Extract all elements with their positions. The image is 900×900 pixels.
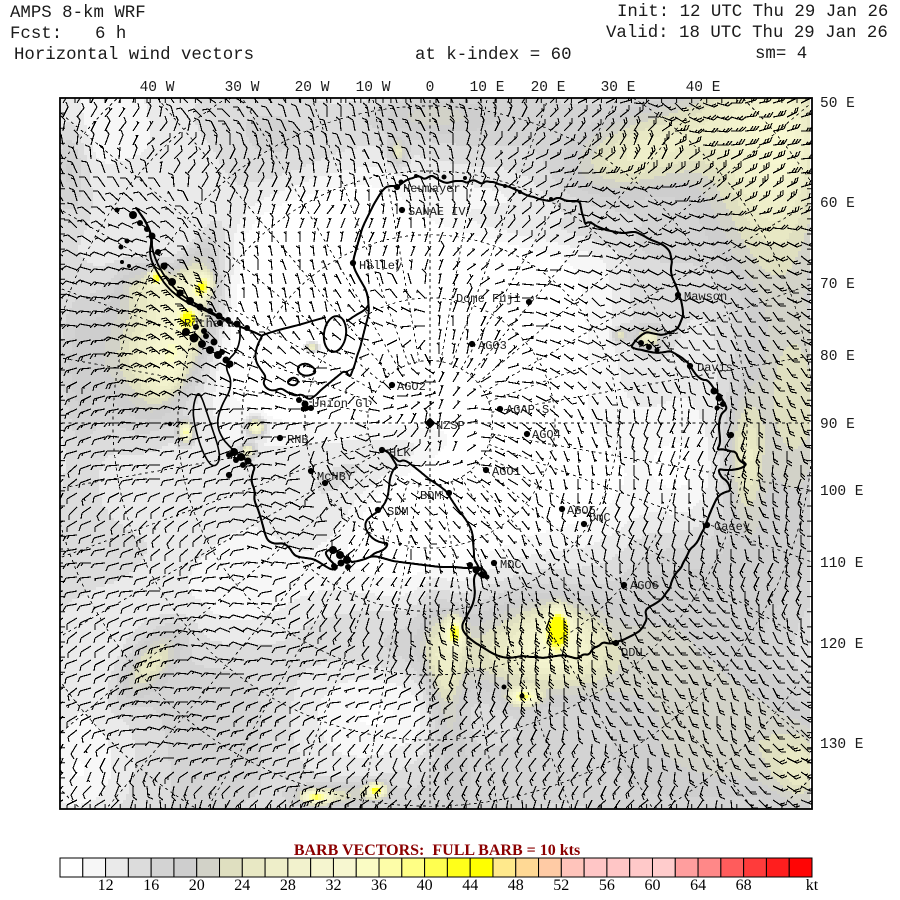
- svg-text:MDC: MDC: [500, 558, 522, 572]
- svg-text:12: 12: [98, 877, 114, 894]
- svg-text:AGO3: AGO3: [478, 339, 507, 353]
- svg-text:HLK: HLK: [389, 446, 411, 460]
- svg-text:52: 52: [553, 877, 569, 894]
- svg-text:NZSP: NZSP: [436, 419, 465, 433]
- svg-text:20 E: 20 E: [531, 80, 566, 96]
- svg-text:SANAE IV: SANAE IV: [408, 205, 466, 219]
- svg-text:kt: kt: [806, 877, 819, 894]
- svg-text:DmC: DmC: [589, 511, 611, 525]
- svg-text:16: 16: [143, 877, 159, 894]
- svg-text:40 E: 40 E: [686, 80, 721, 96]
- svg-text:AMPS 8-km WRF: AMPS 8-km WRF: [10, 4, 146, 23]
- svg-text:20: 20: [189, 877, 205, 894]
- svg-text:130 E: 130 E: [820, 737, 864, 753]
- svg-text:McNBY: McNBY: [317, 470, 353, 484]
- svg-text:Dome Fuji: Dome Fuji: [456, 292, 521, 306]
- svg-text:6 h: 6 h: [95, 25, 126, 44]
- svg-text:Mawson: Mawson: [684, 290, 727, 304]
- svg-text:70 E: 70 E: [820, 277, 855, 293]
- svg-text:Valid: 18 UTC Thu 29 Jan 26: Valid: 18 UTC Thu 29 Jan 26: [606, 24, 888, 43]
- svg-text:Casey: Casey: [714, 520, 750, 534]
- svg-text:24: 24: [234, 877, 250, 894]
- svg-text:36: 36: [371, 877, 387, 894]
- svg-text:SDM: SDM: [387, 505, 409, 519]
- svg-text:Halley: Halley: [359, 259, 402, 273]
- svg-text:50 E: 50 E: [820, 96, 855, 112]
- svg-text:60 E: 60 E: [820, 196, 855, 212]
- svg-text:48: 48: [508, 877, 524, 894]
- svg-text:DDU: DDU: [621, 646, 643, 660]
- svg-text:90 E: 90 E: [820, 417, 855, 433]
- svg-text:Horizontal wind vectors: Horizontal wind vectors: [14, 46, 254, 65]
- svg-text:BARB VECTORS: FULL BARB = 10: BARB VECTORS: FULL BARB = 10 kts: [294, 842, 580, 859]
- svg-text:30 E: 30 E: [601, 80, 636, 96]
- svg-text:32: 32: [326, 877, 342, 894]
- svg-text:Davis: Davis: [697, 361, 733, 375]
- svg-text:Init: 12 UTC Thu 29 Jan 26: Init: 12 UTC Thu 29 Jan 26: [617, 3, 888, 22]
- svg-text:AGO4: AGO4: [532, 428, 561, 442]
- svg-text:100 E: 100 E: [820, 484, 864, 500]
- svg-text:0: 0: [426, 80, 435, 96]
- svg-text:AGAP-S: AGAP-S: [506, 403, 549, 417]
- svg-text:44: 44: [462, 877, 478, 894]
- svg-text:10 E: 10 E: [470, 80, 505, 96]
- svg-text:RNB: RNB: [287, 433, 309, 447]
- svg-text:60: 60: [645, 877, 661, 894]
- svg-text:AGO5: AGO5: [567, 504, 596, 518]
- svg-text:64: 64: [690, 877, 706, 894]
- svg-text:AGO2: AGO2: [397, 380, 426, 394]
- svg-text:110 E: 110 E: [820, 556, 864, 572]
- svg-text:at k-index = 60: at k-index = 60: [415, 46, 572, 65]
- svg-text:10 W: 10 W: [356, 80, 391, 96]
- svg-text:40 W: 40 W: [140, 80, 175, 96]
- svg-text:20 W: 20 W: [295, 80, 330, 96]
- svg-text:120 E: 120 E: [820, 637, 864, 653]
- svg-text:80 E: 80 E: [820, 349, 855, 365]
- svg-text:Union Gl: Union Gl: [312, 397, 370, 411]
- svg-text:28: 28: [280, 877, 296, 894]
- svg-text:Fcst:: Fcst:: [10, 25, 62, 44]
- svg-text:30 W: 30 W: [225, 80, 260, 96]
- svg-text:sm= 4: sm= 4: [755, 45, 807, 64]
- svg-text:40: 40: [417, 877, 433, 894]
- svg-text:68: 68: [736, 877, 752, 894]
- svg-text:56: 56: [599, 877, 615, 894]
- svg-text:AGO6: AGO6: [630, 579, 659, 593]
- svg-text:BDM: BDM: [420, 489, 442, 503]
- svg-text:Rothera: Rothera: [184, 317, 234, 331]
- svg-text:Neumayer: Neumayer: [403, 182, 461, 196]
- svg-text:AGO1: AGO1: [492, 465, 521, 479]
